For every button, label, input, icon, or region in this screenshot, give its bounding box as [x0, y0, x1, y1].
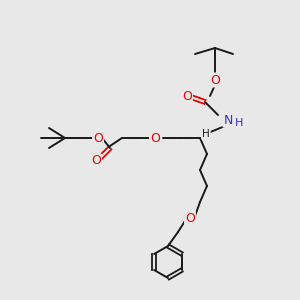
Text: O: O [150, 131, 160, 145]
Text: H: H [202, 129, 210, 139]
Text: O: O [185, 212, 195, 224]
Text: H: H [235, 118, 243, 128]
Text: O: O [182, 89, 192, 103]
Text: O: O [93, 131, 103, 145]
Text: N: N [223, 113, 233, 127]
Text: O: O [210, 74, 220, 86]
Text: O: O [91, 154, 101, 167]
